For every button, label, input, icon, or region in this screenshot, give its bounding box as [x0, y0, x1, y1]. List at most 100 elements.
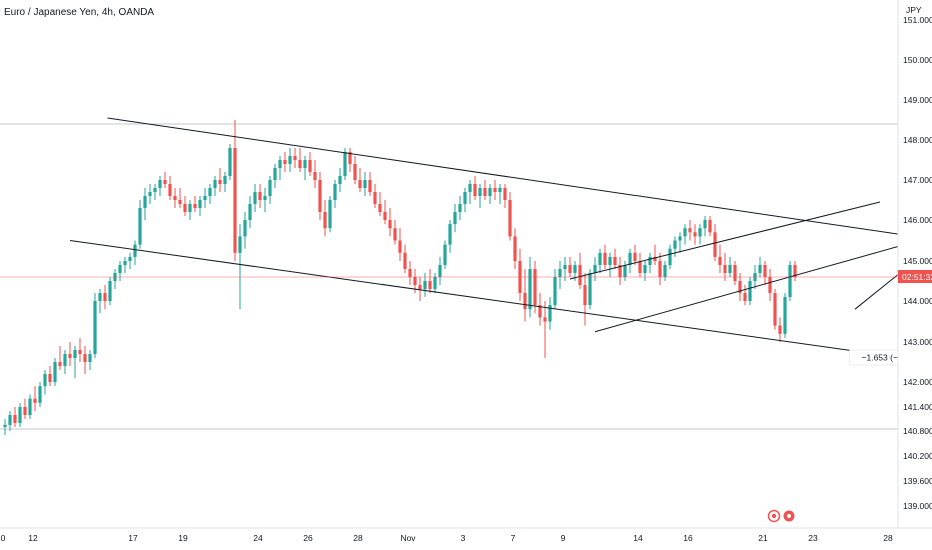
- candle-body: [303, 160, 307, 168]
- candle-body: [633, 252, 637, 261]
- candle-body: [628, 252, 632, 265]
- candle-body: [198, 200, 202, 208]
- candle-body: [273, 168, 277, 180]
- candle-body: [778, 325, 782, 334]
- price-tick-label: 141.400: [903, 402, 932, 412]
- candle-body: [508, 200, 512, 237]
- candle-body: [568, 265, 572, 273]
- candle-body: [338, 176, 342, 184]
- candle-body: [368, 180, 372, 192]
- candle-body: [183, 204, 187, 212]
- candle-body: [538, 305, 542, 318]
- candle-body: [503, 188, 507, 200]
- candle-body: [318, 180, 322, 212]
- time-tick-label: 19: [178, 533, 188, 543]
- time-tick-label: 24: [253, 533, 263, 543]
- candle-body: [413, 277, 417, 285]
- trend-line-4[interactable]: [854, 272, 901, 310]
- candle-body: [33, 398, 37, 403]
- candle-body: [458, 204, 462, 212]
- candle-body: [133, 244, 137, 257]
- price-tick-label: 142.000: [903, 377, 932, 387]
- candle-body: [203, 196, 207, 200]
- trend-line-1[interactable]: [69, 240, 932, 369]
- candle-body: [248, 204, 252, 220]
- candle-body: [28, 398, 32, 415]
- candle-body: [663, 265, 667, 277]
- candle-body: [493, 188, 497, 192]
- candle-body: [223, 176, 227, 184]
- candle-body: [793, 265, 797, 277]
- candle-body: [423, 281, 427, 289]
- candle-body: [783, 297, 787, 334]
- candle-body: [103, 293, 107, 301]
- candle-body: [143, 196, 147, 208]
- price-tick-label: 144.000: [903, 296, 932, 306]
- candle-body: [63, 354, 67, 366]
- candle-body: [98, 293, 102, 301]
- trend-lines-group[interactable]: [69, 117, 932, 369]
- candle-body: [168, 184, 172, 196]
- candle-body: [328, 200, 332, 229]
- candle-body: [208, 188, 212, 196]
- candle-body: [613, 256, 617, 265]
- candle-body: [583, 285, 587, 306]
- candle-body: [343, 152, 347, 176]
- candle-body: [373, 192, 377, 204]
- trend-line-0[interactable]: [107, 117, 932, 245]
- candle-body: [718, 256, 722, 265]
- symbol-title[interactable]: Euro / Japanese Yen, 4h, OANDA: [4, 7, 154, 18]
- candle-body: [163, 180, 167, 184]
- candle-body: [258, 192, 262, 200]
- record-icon-dot: [771, 513, 777, 519]
- price-tick-label: 148.000: [903, 135, 932, 145]
- target-icon-dot: [787, 514, 791, 518]
- candle-body: [243, 220, 247, 237]
- time-tick-label: 14: [633, 533, 643, 543]
- candles-group: [3, 120, 797, 436]
- price-axis-panel[interactable]: [898, 0, 932, 528]
- price-tick-label: 140.800: [903, 426, 932, 436]
- candle-body: [678, 236, 682, 241]
- time-tick-label: Nov: [400, 533, 416, 543]
- price-tick-label: 139.000: [903, 501, 932, 511]
- candle-body: [233, 148, 237, 253]
- candle-body: [23, 407, 27, 415]
- candle-body: [398, 240, 402, 253]
- candle-body: [698, 228, 702, 237]
- candle-body: [553, 277, 557, 306]
- trend-line-3[interactable]: [594, 246, 898, 333]
- candle-body: [733, 265, 737, 281]
- candle-body: [728, 265, 732, 273]
- current-price-label: 02:51:32: [898, 270, 932, 283]
- time-tick-label: 26: [303, 533, 313, 543]
- time-tick-label: 12: [28, 533, 38, 543]
- candle-body: [593, 265, 597, 273]
- candle-body: [638, 261, 642, 273]
- candle-body: [548, 305, 552, 322]
- candle-body: [563, 265, 567, 269]
- candle-body: [743, 293, 747, 301]
- candle-body: [263, 196, 267, 200]
- candle-body: [138, 208, 142, 245]
- replay-controls[interactable]: [767, 509, 795, 523]
- candle-body: [313, 172, 317, 180]
- candle-body: [603, 252, 607, 265]
- candle-body: [213, 180, 217, 188]
- time-tick-label: 28: [353, 533, 363, 543]
- candle-body: [388, 220, 392, 229]
- candle-body: [253, 192, 257, 204]
- measure-label-1: −1.653 (−1.14%) −165.3: [862, 353, 932, 363]
- candle-body: [573, 265, 577, 273]
- candle-body: [278, 160, 282, 168]
- candle-body: [283, 160, 287, 164]
- candle-body: [408, 269, 412, 277]
- candle-body: [643, 265, 647, 273]
- candle-body: [298, 160, 302, 168]
- current-price-badge: [898, 270, 932, 283]
- candle-body: [178, 200, 182, 204]
- candle-body: [293, 156, 297, 160]
- price-axis-unit: JPY: [906, 5, 922, 15]
- trend-line-2[interactable]: [569, 201, 881, 280]
